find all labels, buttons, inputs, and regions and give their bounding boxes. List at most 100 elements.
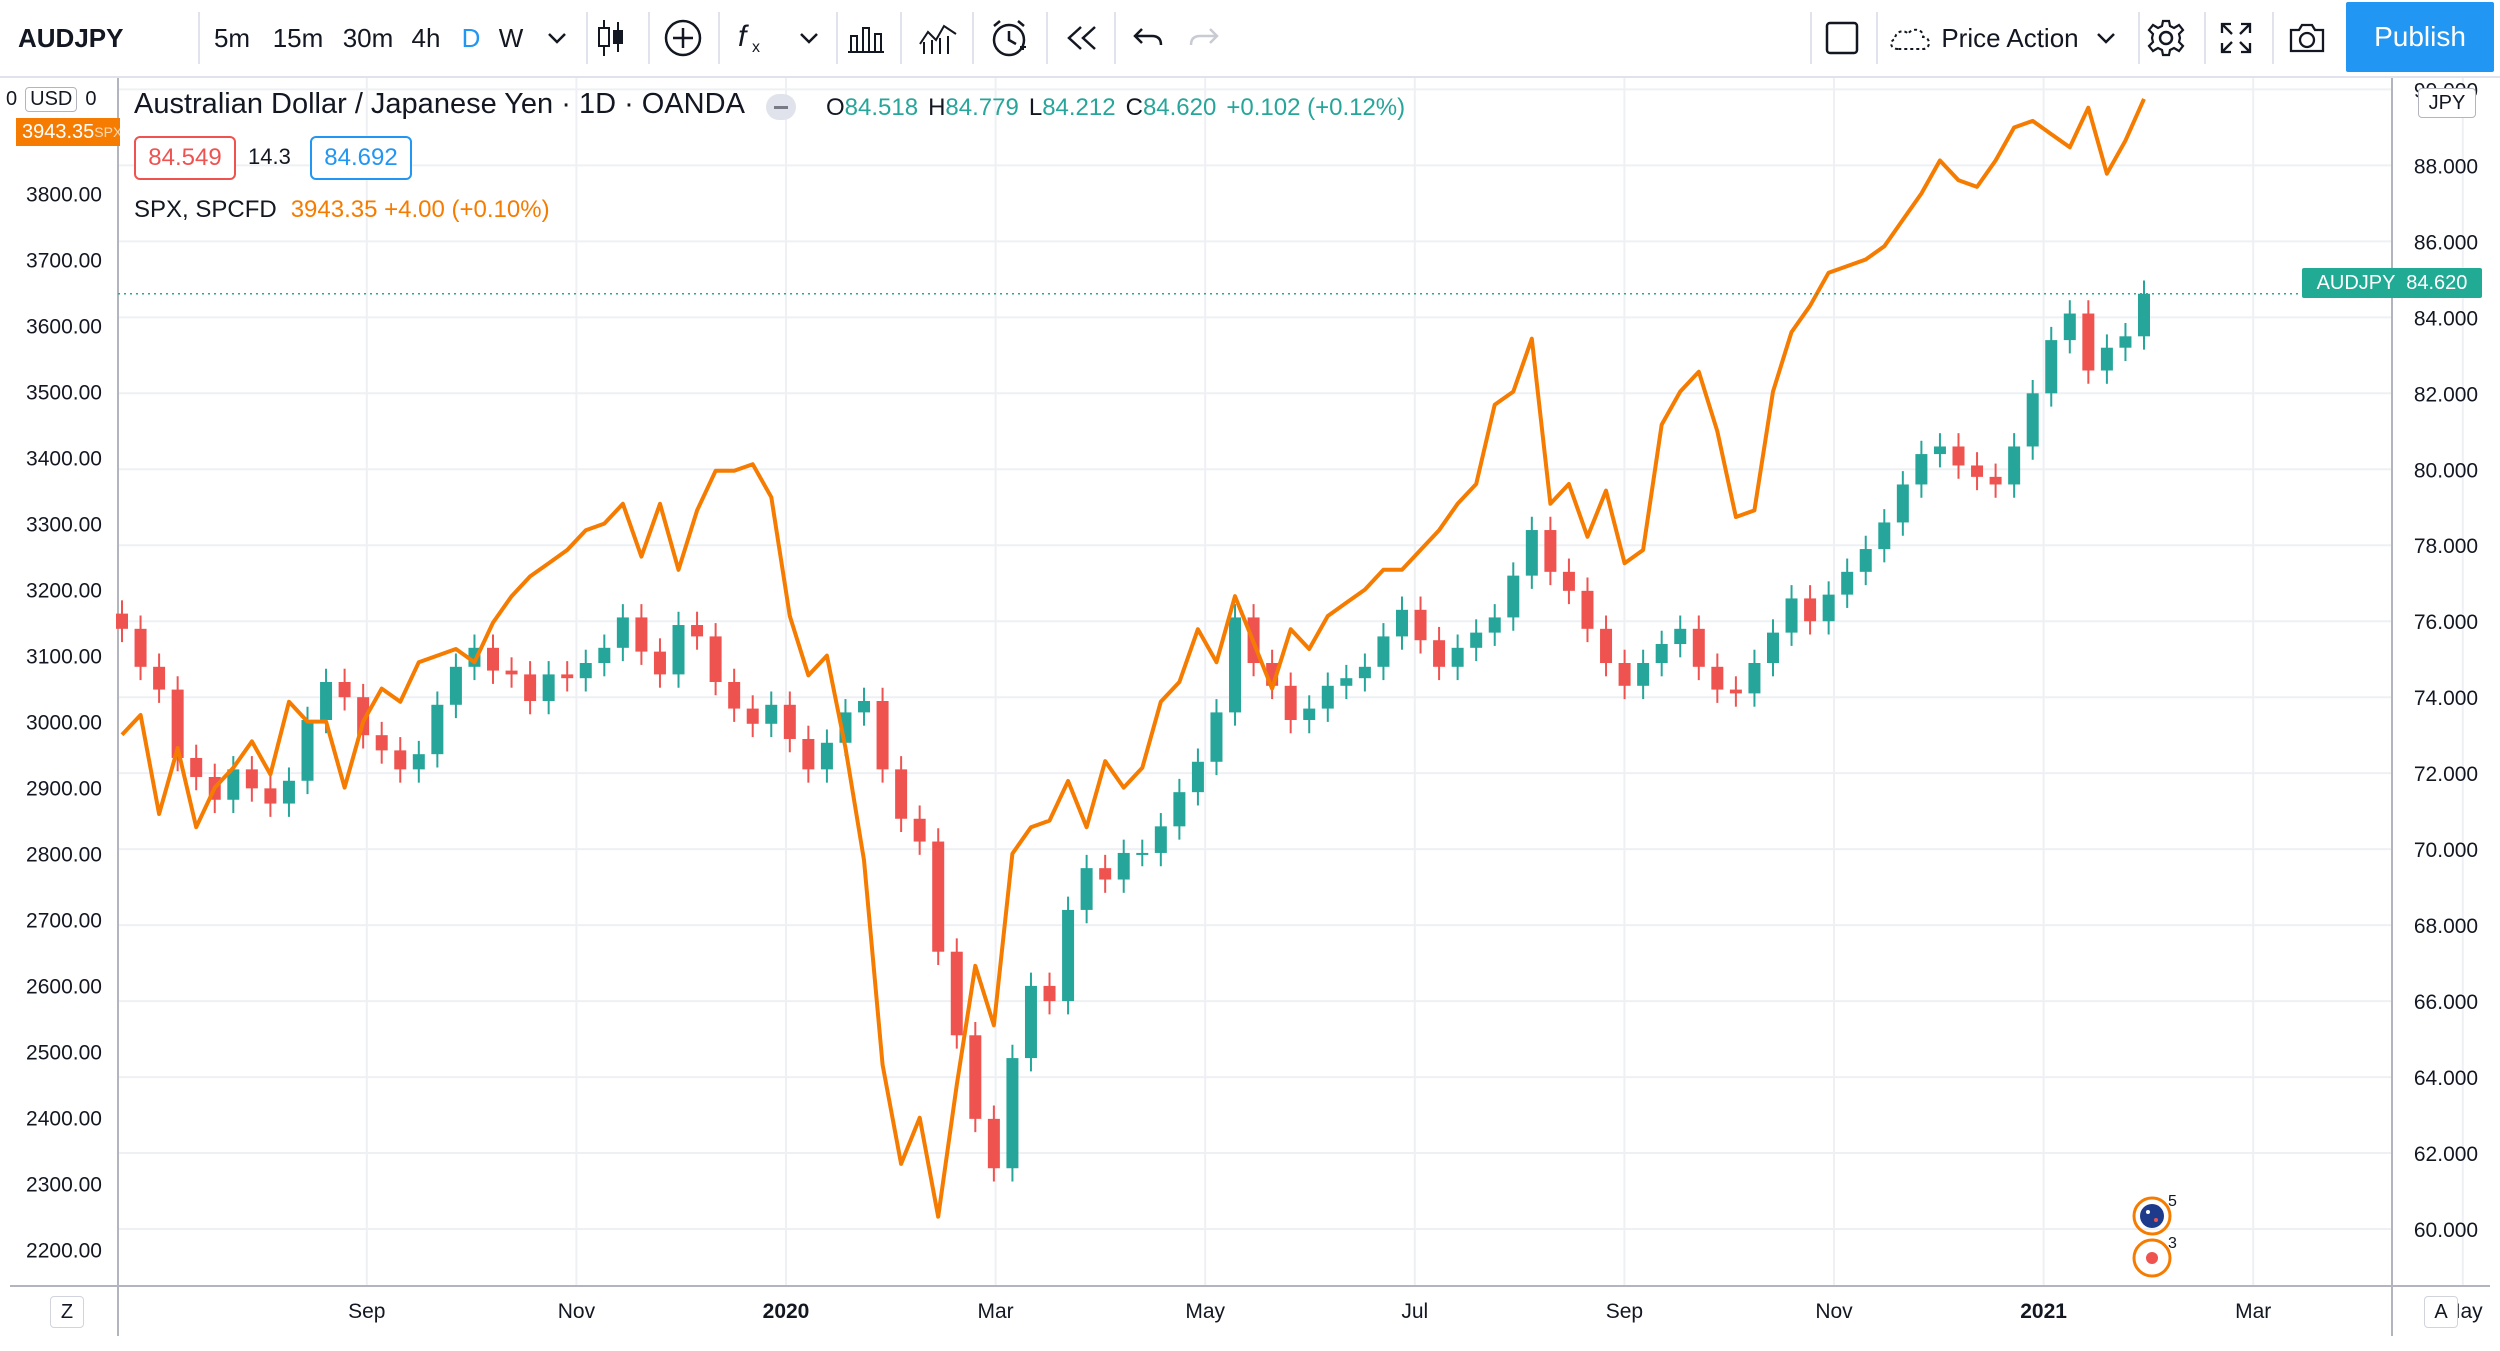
screenshot-camera-icon[interactable] (2286, 0, 2328, 76)
replay-rewind-icon[interactable] (1064, 0, 1100, 76)
right-tick-label: 86.000 (2414, 231, 2478, 254)
undo-arrow-icon[interactable] (1130, 0, 1166, 76)
toolbar-divider (648, 12, 650, 64)
candle (987, 1105, 1000, 1182)
candle (1210, 699, 1223, 776)
candle (1804, 585, 1817, 635)
toolbar-divider (718, 12, 720, 64)
left-tick-label: 2300.00 (26, 1174, 102, 1197)
left-tick-label: 2900.00 (26, 778, 102, 801)
settings-gear-icon[interactable] (2144, 0, 2188, 76)
candle (1637, 649, 1650, 700)
left-currency-label[interactable]: 0 USD 0 (6, 84, 116, 114)
expand-arrows-icon[interactable] (2216, 0, 2256, 76)
interval-15m[interactable]: 15m (272, 22, 324, 53)
symbol-search-button[interactable]: AUDJPY (18, 22, 124, 53)
ohlc-open-value: 84.518 (844, 94, 919, 121)
interval-4h[interactable]: 4h (411, 22, 441, 53)
publish-button[interactable]: Publish (2346, 2, 2494, 72)
candle (1173, 778, 1186, 840)
time-tick-label: Jul (1401, 1300, 1428, 1323)
candle (1748, 649, 1761, 707)
candle (1117, 839, 1130, 893)
fullscreen-square-icon[interactable] (1822, 0, 1862, 76)
candle (1581, 577, 1594, 643)
candle (1859, 535, 1872, 586)
spx-overlay-line (120, 98, 2146, 1219)
right-currency-label[interactable]: JPY (2418, 88, 2476, 118)
candle (820, 729, 833, 783)
interval-w[interactable]: W (498, 22, 524, 53)
candle (116, 600, 128, 643)
candle (783, 691, 796, 753)
ohlc-values: O84.518 H84.779 L84.212 C84.620 +0.102 (+0.1… (826, 94, 1405, 122)
toolbar-divider (2272, 12, 2274, 64)
right-tick-label: 88.000 (2414, 155, 2478, 178)
left-price-tag: 3943.35 SPX (16, 118, 122, 146)
redo-arrow-icon[interactable] (1186, 0, 1222, 76)
candle (969, 1021, 982, 1133)
candle (1191, 748, 1204, 806)
alert-clock-icon[interactable] (988, 0, 1030, 76)
candle (1933, 433, 1946, 468)
intervals-chevron-down-icon[interactable] (540, 0, 574, 76)
candle (2100, 334, 2113, 384)
candle (561, 661, 574, 692)
indicators-chevron-down-icon[interactable] (794, 0, 824, 76)
candle (1692, 615, 1705, 681)
candle (1544, 516, 1557, 586)
interval-30m[interactable]: 30m (342, 22, 394, 53)
toolbar-divider (972, 12, 974, 64)
candle (1451, 634, 1464, 681)
candle (1099, 854, 1112, 893)
layout-name-button[interactable]: Price Action (1941, 22, 2079, 53)
left-price-scale[interactable]: 2200.00 2300.00 2400.00 2500.00 2600.00 2700.… (26, 118, 102, 1263)
candle (1952, 433, 1965, 479)
left-tick-label: 3500.00 (26, 382, 102, 405)
legend-more-button[interactable] (766, 94, 796, 120)
toolbar-divider (900, 12, 902, 64)
right-tick-label: 60.000 (2414, 1219, 2478, 1242)
candle (1470, 619, 1483, 662)
overlay-series-legend[interactable]: SPX, SPCFD 3943.35 +4.00 (+0.10%) (134, 196, 550, 224)
candle (1321, 672, 1334, 722)
svg-text:x: x (752, 39, 760, 56)
candle (394, 737, 407, 783)
economic-events-icon[interactable]: 5 3 (2124, 1192, 2184, 1282)
left-tick-label: 3800.00 (26, 184, 102, 207)
ohlc-high-value: 84.779 (945, 94, 1019, 121)
ohlc-high-label: H (928, 94, 946, 121)
add-indicator-plus-icon[interactable] (662, 0, 704, 76)
zoom-z-button[interactable]: Z (50, 1296, 84, 1328)
sell-price-chip[interactable]: 84.549 (134, 136, 236, 180)
right-tick-label: 82.000 (2414, 383, 2478, 406)
candle (2138, 280, 2150, 350)
candle (2026, 380, 2039, 460)
time-tick-label: Nov (558, 1300, 596, 1323)
layout-chevron-down-icon[interactable] (2092, 0, 2120, 76)
candle (487, 634, 500, 684)
toolbar-divider (586, 12, 588, 64)
right-price-tag: AUDJPY 84.620 (2302, 268, 2482, 298)
time-scale[interactable]: Sep Nov 2020 Mar May Jul Sep Nov 2021 Mar May (348, 1300, 2483, 1323)
main-series-title[interactable]: Australian Dollar / Japanese Yen · 1D · … (134, 88, 745, 120)
compare-chart-icon[interactable] (918, 0, 958, 76)
financials-bars-icon[interactable] (846, 0, 886, 76)
candle (1006, 1044, 1019, 1182)
right-price-scale[interactable]: 60.000 62.000 64.000 66.000 68.000 70.000 72.0… (2414, 79, 2478, 1242)
interval-d[interactable]: D (461, 22, 481, 53)
candle (1841, 558, 1854, 608)
right-tick-label: 84.000 (2414, 307, 2478, 330)
left-tick-label: 3700.00 (26, 250, 102, 273)
candle (412, 740, 425, 783)
candle (1562, 558, 1575, 605)
interval-5m[interactable]: 5m (213, 22, 251, 53)
auto-scale-a-button[interactable]: A (2424, 1296, 2458, 1328)
candles-chart-type-icon[interactable] (592, 0, 630, 76)
layout-cloud-icon[interactable] (1886, 0, 1934, 76)
buy-price-chip[interactable]: 84.692 (310, 136, 412, 180)
left-tick-label: 2500.00 (26, 1042, 102, 1065)
